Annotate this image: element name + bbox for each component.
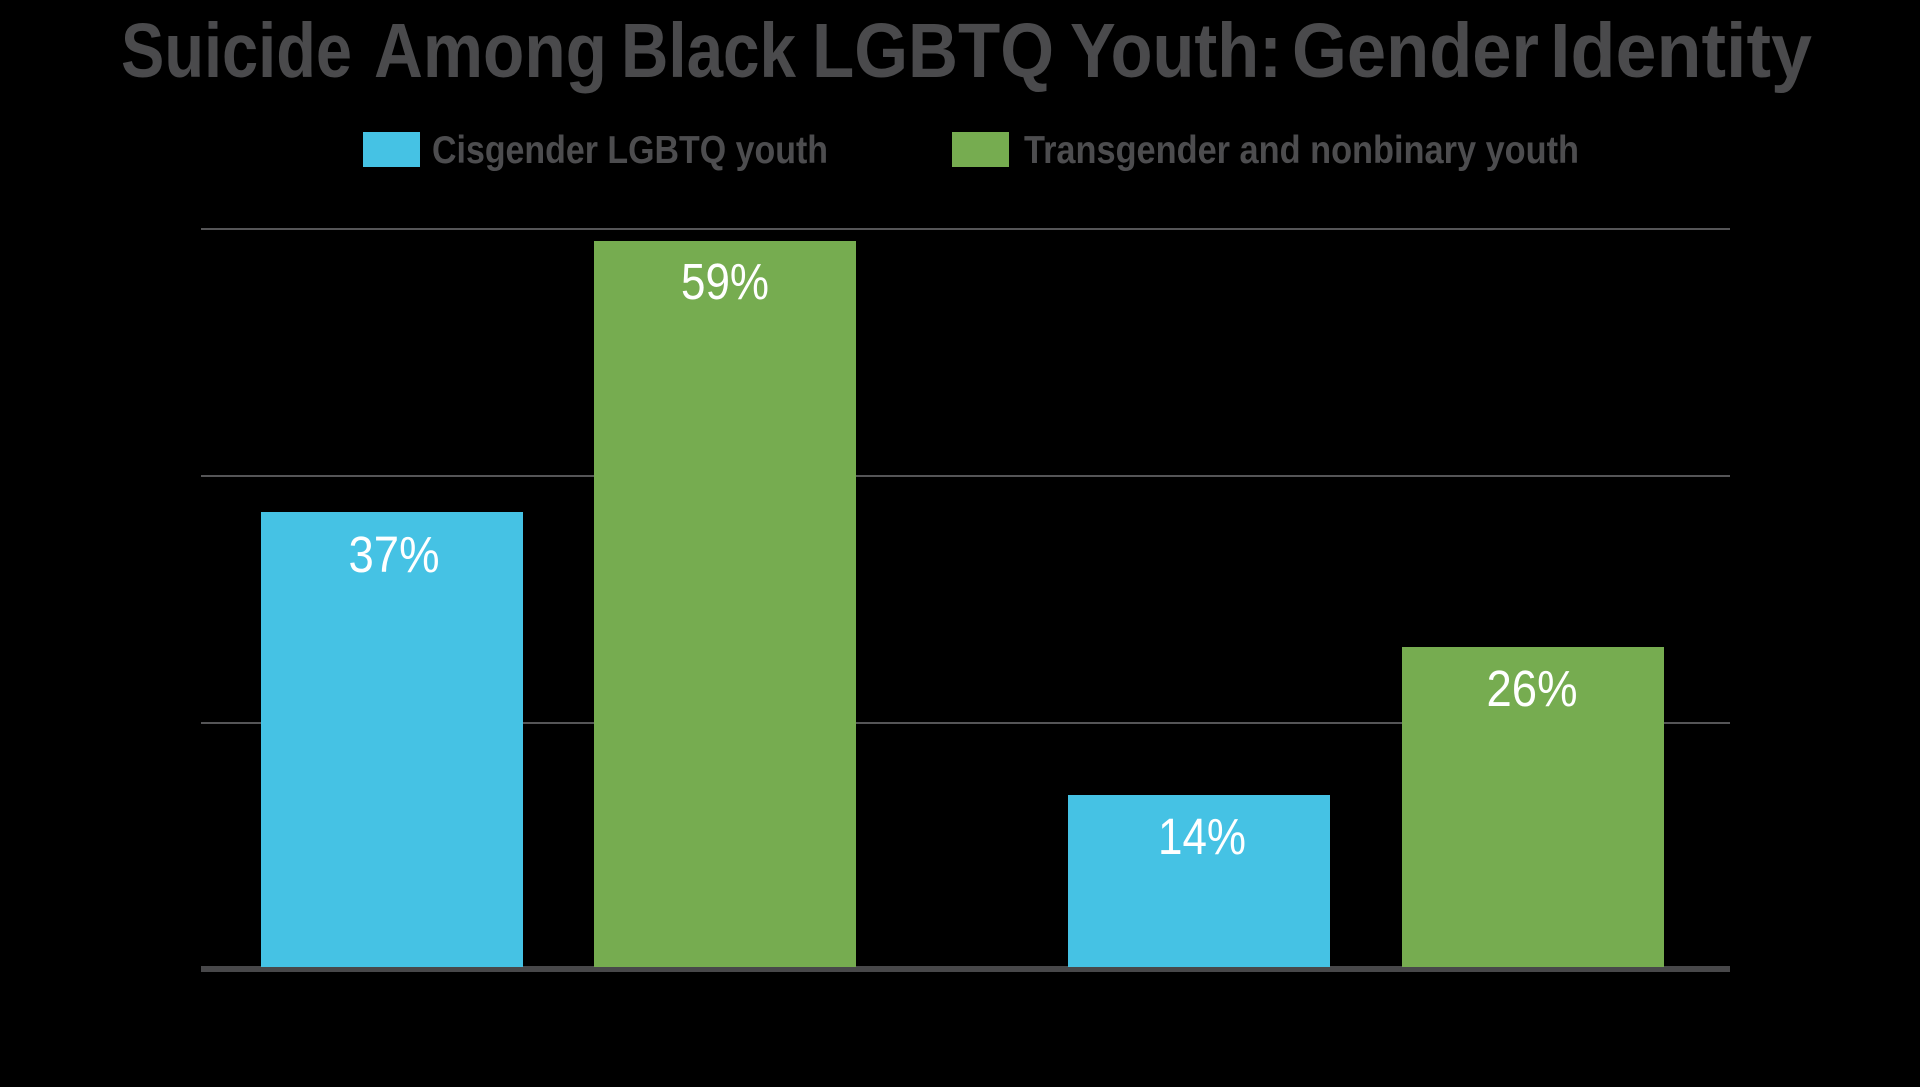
svg-text:59%: 59% — [681, 253, 769, 310]
svg-text:14%: 14% — [1158, 808, 1246, 865]
svg-text:Suicide: Suicide — [121, 8, 352, 94]
svg-text:LGBTQ: LGBTQ — [812, 8, 1054, 94]
svg-text:26%: 26% — [1487, 660, 1578, 717]
svg-text:Identity: Identity — [1550, 8, 1812, 94]
svg-text:Youth:: Youth: — [1070, 8, 1282, 94]
svg-text:Among: Among — [374, 8, 607, 94]
svg-text:Black: Black — [621, 8, 796, 94]
svg-text:37%: 37% — [349, 526, 440, 583]
svg-text:Gender: Gender — [1292, 8, 1539, 94]
svg-text:Transgender and nonbinary yout: Transgender and nonbinary youth — [1024, 129, 1579, 172]
svg-text:Cisgender LGBTQ youth: Cisgender LGBTQ youth — [432, 129, 828, 172]
